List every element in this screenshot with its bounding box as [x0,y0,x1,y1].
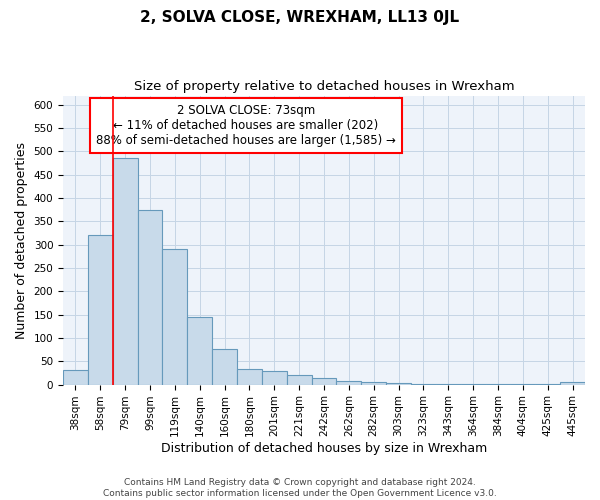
Bar [311,378,337,384]
Bar [137,210,163,384]
Bar [262,370,287,384]
Text: 2, SOLVA CLOSE, WREXHAM, LL13 0JL: 2, SOLVA CLOSE, WREXHAM, LL13 0JL [140,10,460,25]
Bar [386,383,411,384]
Bar [361,382,386,384]
Y-axis label: Number of detached properties: Number of detached properties [15,142,28,338]
X-axis label: Distribution of detached houses by size in Wrexham: Distribution of detached houses by size … [161,442,487,455]
Bar [163,250,187,384]
Bar [560,382,585,384]
Bar [187,318,212,384]
Text: 2 SOLVA CLOSE: 73sqm
← 11% of detached houses are smaller (202)
88% of semi-deta: 2 SOLVA CLOSE: 73sqm ← 11% of detached h… [96,104,395,147]
Text: Contains HM Land Registry data © Crown copyright and database right 2024.
Contai: Contains HM Land Registry data © Crown c… [103,478,497,498]
Bar [287,376,311,384]
Title: Size of property relative to detached houses in Wrexham: Size of property relative to detached ho… [134,80,514,93]
Bar [113,158,137,384]
Bar [237,369,262,384]
Bar [212,349,237,384]
Bar [88,236,113,384]
Bar [63,370,88,384]
Bar [337,381,361,384]
